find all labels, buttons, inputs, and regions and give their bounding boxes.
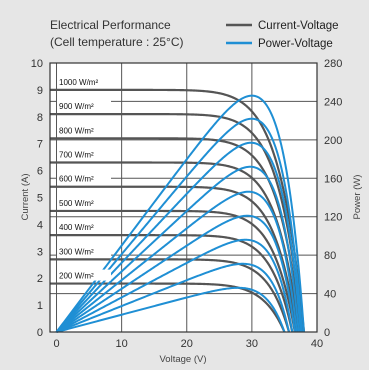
irradiance-label-bg — [57, 245, 111, 257]
power-voltage-curve — [56, 286, 286, 333]
y-right-tick-label: 280 — [324, 58, 342, 70]
y-right-tick-label: 120 — [324, 212, 342, 224]
irradiance-label: 200 W/m² — [59, 272, 94, 281]
legend-current-voltage-label: Current-Voltage — [258, 20, 339, 32]
y-left-tick-label: 10 — [31, 58, 43, 70]
x-tick-label: 10 — [116, 338, 128, 350]
y-left-tick-label: 2 — [37, 273, 43, 285]
tick-labels: 0 10 20 30 400123456789100408012016020024028… — [31, 58, 343, 350]
current-voltage-curve — [50, 88, 306, 333]
header-line-2: (Cell temperature : 25°C) — [50, 35, 184, 49]
x-tick-label: 0 — [53, 338, 59, 350]
y-left-tick-label: 4 — [37, 219, 43, 231]
x-tick-label: 30 — [246, 338, 258, 350]
y-axis-left-label: Current (A) — [20, 174, 31, 221]
power-voltage-curve — [55, 190, 298, 333]
power-voltage-curve — [55, 141, 302, 333]
current-voltage-curve — [50, 185, 298, 333]
y-left-tick-label: 8 — [37, 112, 43, 124]
plot-frame — [49, 62, 318, 333]
power-voltage-curves — [55, 94, 305, 333]
irradiance-label-bg — [57, 196, 111, 208]
header-line-1: Electrical Performance — [50, 18, 171, 32]
irradiance-label-bg — [57, 221, 111, 233]
irradiance-label-bg — [57, 172, 111, 184]
power-voltage-curve — [56, 262, 290, 333]
x-tick-label: 20 — [181, 338, 193, 350]
y-axis-right-label: Power (W) — [352, 175, 363, 220]
irradiance-label-bg — [57, 75, 111, 87]
y-left-tick-label: 6 — [37, 166, 43, 178]
irradiance-label: 400 W/m² — [59, 223, 94, 232]
power-voltage-curve — [56, 238, 294, 333]
irradiance-label-bg — [57, 100, 111, 112]
y-left-tick-label: 7 — [37, 139, 43, 151]
y-right-tick-label: 80 — [324, 250, 336, 262]
y-left-tick-label: 5 — [37, 193, 43, 205]
current-voltage-curve — [50, 137, 302, 333]
power-voltage-curve — [55, 117, 304, 333]
y-right-tick-label: 240 — [324, 96, 342, 108]
irradiance-label: 1000 W/m² — [59, 78, 98, 87]
irradiance-label: 900 W/m² — [59, 102, 94, 111]
legend-power-voltage-label: Power-Voltage — [258, 38, 333, 50]
current-voltage-curve — [50, 209, 296, 333]
x-tick-label: 40 — [311, 338, 323, 350]
y-left-tick-label: 9 — [37, 85, 43, 97]
current-voltage-curve — [50, 161, 300, 333]
irradiance-label: 700 W/m² — [59, 151, 94, 160]
current-voltage-curve — [50, 258, 291, 333]
current-voltage-curve — [50, 113, 304, 333]
irradiance-labels: 1000 W/m² 900 W/m² 800 W/m² 700 W/m² 600 W/m… — [57, 75, 111, 281]
power-voltage-curve — [55, 214, 296, 333]
current-voltage-curve — [50, 234, 294, 333]
y-right-tick-label: 200 — [324, 135, 342, 147]
irradiance-label: 600 W/m² — [59, 175, 94, 184]
current-voltage-curves — [50, 88, 306, 333]
y-right-tick-label: 0 — [324, 327, 330, 339]
power-voltage-curve — [55, 165, 300, 333]
irradiance-label: 800 W/m² — [59, 126, 94, 135]
irradiance-label: 300 W/m² — [59, 247, 94, 256]
y-right-tick-label: 160 — [324, 173, 342, 185]
irradiance-label-bg — [57, 269, 111, 281]
y-left-tick-label: 3 — [37, 246, 43, 258]
x-axis-label: Voltage (V) — [160, 354, 207, 365]
irradiance-label: 500 W/m² — [59, 199, 94, 208]
y-right-tick-label: 40 — [324, 289, 336, 301]
y-left-tick-label: 1 — [37, 300, 43, 312]
y-left-tick-label: 0 — [37, 327, 43, 339]
irradiance-label-bg — [57, 148, 111, 160]
irradiance-label-bg — [57, 124, 111, 136]
